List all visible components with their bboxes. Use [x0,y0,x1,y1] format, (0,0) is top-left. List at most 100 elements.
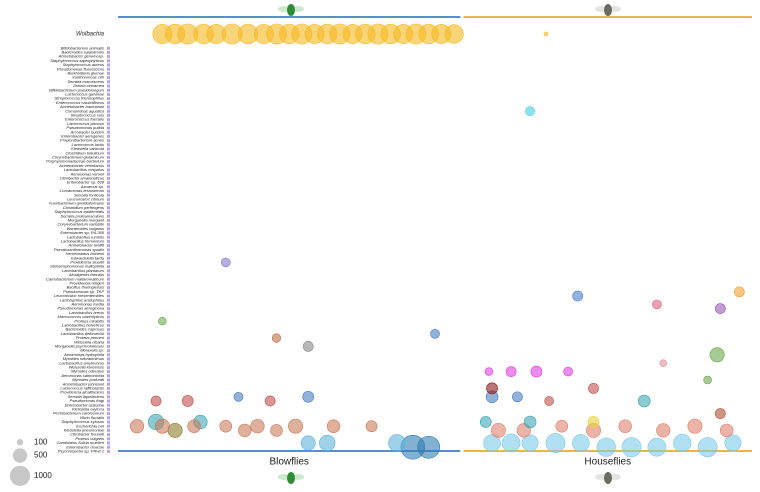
taxon-label: Aeromonas hydrophila [63,352,105,357]
taxon-color-key [107,281,110,285]
taxon-label: Macrococcus caseolyticus [58,314,104,319]
taxon-label: Azoarcus sp. [80,184,104,189]
bubble [167,422,183,438]
taxon-color-key [107,46,110,50]
bubble [430,328,440,339]
taxon-color-key [107,134,110,138]
taxon-label: Myroides odoratimimus [63,356,104,361]
taxon-label: Leuconostoc citreum [67,196,105,201]
taxon-color-key [107,63,110,67]
taxon-label: Enterobacter sp. R4-368 [60,230,104,235]
taxon-color-key [107,424,110,428]
taxon-label: Moraxella sp. [80,348,104,353]
taxon-label: Acinetobacter lwoffii [67,243,104,248]
taxon-color-key [107,332,110,336]
size-legend-label: 500 [34,451,48,460]
taxon-color-key [107,160,110,164]
taxon-color-key [107,181,110,185]
taxon-label: Enterobacter asburiae [65,402,105,407]
bubble [233,391,244,402]
bubble [703,375,712,385]
taxon-label: Arcobacter butzleri [70,129,104,134]
bubble [714,408,726,419]
taxon-color-key [107,441,110,445]
taxon-color-key [107,307,110,311]
taxon-color-key [107,172,110,176]
taxon-label: Psychrobacter sp. PRwf-1 [58,448,104,453]
taxon-color-key [107,412,110,416]
taxon-color-key [107,168,110,172]
taxon-color-key [107,227,110,231]
taxon-label: Bacillus thuringiensis [67,285,104,290]
taxon-label: Proteus penneri [76,335,104,340]
bubble [572,434,590,452]
taxon-color-key [107,370,110,374]
taxon-color-key [107,139,110,143]
taxon-color-key [107,386,110,390]
taxon-color-key [107,315,110,319]
taxon-label: Providencia alcalifaciens [60,390,104,395]
taxon-color-key [107,277,110,281]
taxon-color-key [107,378,110,382]
taxon-label: Citrobacter amalonaticus [60,175,104,180]
taxon-color-key [107,88,110,92]
size-legend-circle [9,465,31,486]
bubble [187,419,201,433]
size-legend-label: 1000 [34,471,52,480]
taxon-label: Xanthomonas citri [71,75,104,80]
taxon-color-key [107,403,110,407]
bubble [587,416,600,428]
bubble [302,390,315,403]
size-legend-circle [16,439,24,446]
taxon-label: Pseudoxanthomonas spadix [54,247,105,252]
taxon-label: Pseudomonas fragi [70,398,105,403]
bubble [220,257,231,268]
bubble [264,395,276,407]
taxon-label: Enterobacter cloacae [66,444,105,449]
taxon-label: Streptococcus suis [70,112,104,117]
taxon-label: Aeromonas salmonicida [60,373,104,378]
taxon-color-key [107,340,110,344]
taxon-label: Weissella koreensis [69,364,104,369]
taxon-label: Carnobacterium maltaromaticum [46,276,105,281]
taxon-color-key [107,420,110,424]
taxon-label: Lactococcus raffinolactis [60,385,104,390]
bubble [596,437,616,457]
taxon-color-key [107,164,110,168]
taxon-label: Pseudomonas putida [66,125,104,130]
bubble [512,391,523,403]
taxon-label: Klebsiella variicola [71,146,105,151]
taxon-color-key [107,130,110,134]
taxon-color-key [107,361,110,365]
taxon-label: Clostridium perfringens [63,205,104,210]
taxon-color-key [107,353,110,357]
bubble [544,396,554,406]
bubble [501,433,521,453]
taxon-label: Klebsiella pneumoniae [64,427,105,432]
fly-icon-blowfly [278,4,304,16]
taxon-label: Staphylococcus saprophyticus [50,58,104,63]
taxon-label: Edwardsiella tarda [71,255,105,260]
fly-icon-housefly [595,4,621,16]
bubble [326,419,341,433]
taxon-label: Lactobacillus acidophilus [60,297,104,302]
bubble [219,419,233,433]
taxon-color-key [107,391,110,395]
bubble [709,347,725,363]
bubble [588,383,599,394]
bubble [388,434,406,452]
taxon-label: Providencia rettgeri [70,280,105,285]
taxon-label: Lactobacillus brevis [69,310,104,315]
taxon-color-key [107,71,110,75]
taxon-color-key [107,428,110,432]
taxon-color-key [107,84,110,88]
taxon-color-key [107,349,110,353]
taxon-color-key [107,357,110,361]
taxon-label: Propionibacterium acnes [60,138,104,143]
taxon-label: Pseudomonas aeruginosa [58,306,105,311]
taxon-color-key [107,197,110,201]
taxon-label: Serratia liquefaciens [68,394,104,399]
taxon-label: Bacteroides vulgatus [67,226,104,231]
taxon-color-key [107,176,110,180]
